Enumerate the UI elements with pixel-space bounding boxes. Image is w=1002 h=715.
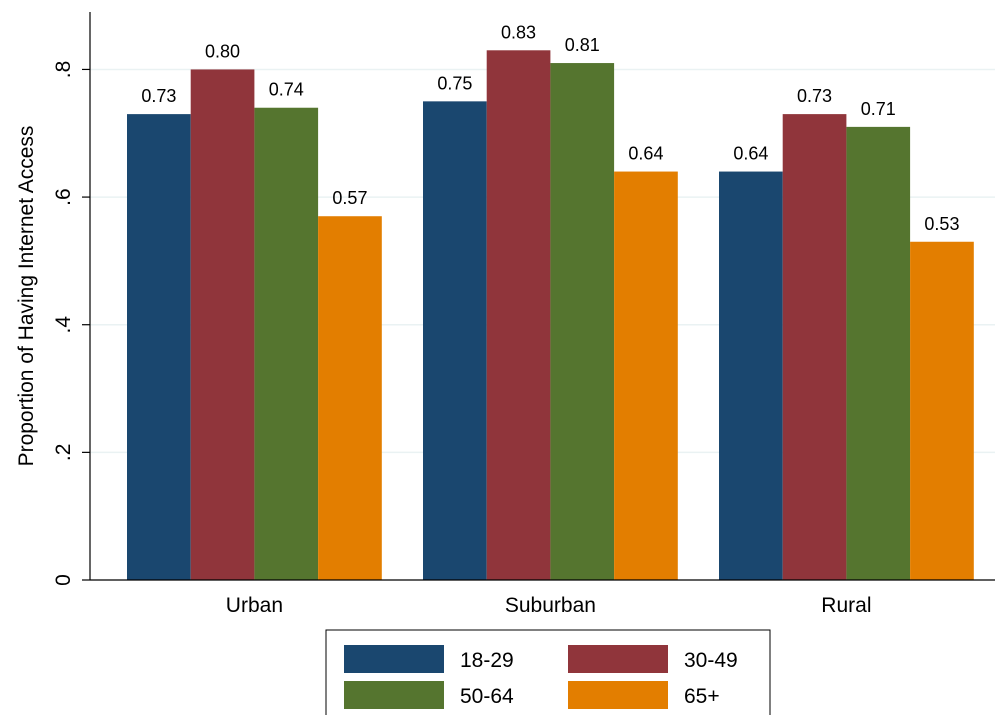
bar <box>782 114 847 580</box>
data-label: 0.75 <box>437 73 472 93</box>
data-labels: 0.73 0.80 0.74 0.57 0.75 0.83 0.81 0.64 0.64 0.73… <box>141 22 959 233</box>
data-label: 0.73 <box>797 86 832 106</box>
bar <box>614 171 678 580</box>
x-category-label: Rural <box>821 594 871 617</box>
data-label: 0.71 <box>861 99 896 119</box>
bar <box>318 216 382 580</box>
bar <box>486 50 551 581</box>
data-label: 0.64 <box>733 144 768 164</box>
legend-swatch <box>344 681 444 709</box>
legend-swatch <box>568 681 668 709</box>
bar <box>910 241 974 580</box>
x-category-labels: Urban Suburban Rural <box>226 594 872 617</box>
bar <box>719 171 783 580</box>
bar <box>550 63 615 581</box>
bar <box>254 107 319 580</box>
legend-label: 30-49 <box>684 649 738 672</box>
legend-swatch <box>568 645 668 673</box>
y-tick-label: .4 <box>52 316 75 334</box>
bars <box>127 50 974 581</box>
legend: 18-29 30-49 50-64 65+ <box>325 629 771 715</box>
data-label: 0.53 <box>924 214 959 234</box>
axes <box>89 12 995 581</box>
data-label: 0.74 <box>269 80 304 100</box>
data-label: 0.57 <box>332 188 367 208</box>
legend-label: 65+ <box>684 685 720 708</box>
y-tick-label: .8 <box>52 61 75 79</box>
y-tick-label: 0 <box>52 574 75 586</box>
bar <box>127 114 191 580</box>
y-axis-title: Proportion of Having Internet Access <box>15 126 38 467</box>
bar <box>423 101 487 580</box>
data-label: 0.83 <box>501 22 536 42</box>
data-label: 0.81 <box>565 35 600 55</box>
data-label: 0.64 <box>628 144 663 164</box>
bar <box>846 126 911 580</box>
x-category-label: Suburban <box>505 594 596 617</box>
y-ticks: 0 .2 .4 .6 .8 <box>52 61 90 586</box>
data-label: 0.73 <box>141 86 176 106</box>
x-category-label: Urban <box>226 594 283 617</box>
legend-swatch <box>344 645 444 673</box>
data-label: 0.80 <box>205 41 240 61</box>
legend-label: 50-64 <box>460 685 514 708</box>
y-tick-label: .2 <box>52 444 75 462</box>
y-tick-label: .6 <box>52 188 75 206</box>
legend-label: 18-29 <box>460 649 514 672</box>
bar <box>190 69 255 580</box>
